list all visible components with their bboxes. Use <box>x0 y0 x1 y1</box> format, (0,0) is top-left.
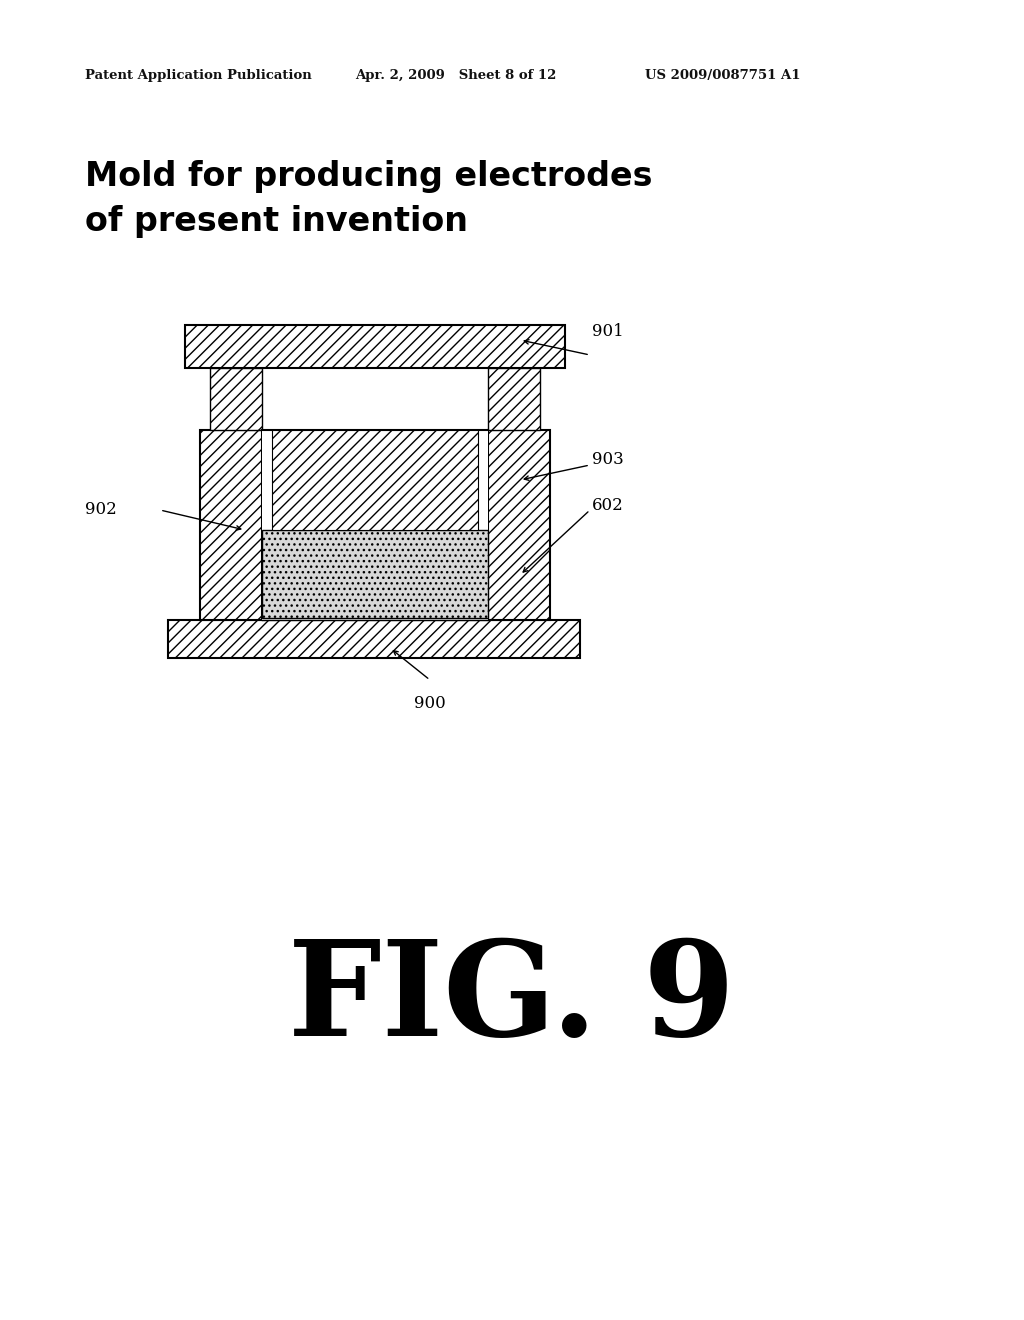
Bar <box>488 430 550 620</box>
Bar <box>262 531 488 618</box>
Bar <box>272 430 478 531</box>
Text: 902: 902 <box>85 502 117 519</box>
Bar <box>168 620 580 657</box>
Bar <box>200 430 262 620</box>
Text: 903: 903 <box>592 451 624 469</box>
Bar <box>262 430 488 620</box>
Bar <box>488 368 540 430</box>
Text: 900: 900 <box>414 696 445 711</box>
Text: Patent Application Publication: Patent Application Publication <box>85 69 311 82</box>
Text: 901: 901 <box>592 323 624 341</box>
Text: Apr. 2, 2009   Sheet 8 of 12: Apr. 2, 2009 Sheet 8 of 12 <box>355 69 556 82</box>
Text: of present invention: of present invention <box>85 205 468 238</box>
Bar <box>185 325 565 368</box>
Text: Mold for producing electrodes: Mold for producing electrodes <box>85 160 652 193</box>
Text: FIG. 9: FIG. 9 <box>289 936 735 1064</box>
Text: 602: 602 <box>592 496 624 513</box>
Text: US 2009/0087751 A1: US 2009/0087751 A1 <box>645 69 801 82</box>
Bar <box>210 368 262 430</box>
